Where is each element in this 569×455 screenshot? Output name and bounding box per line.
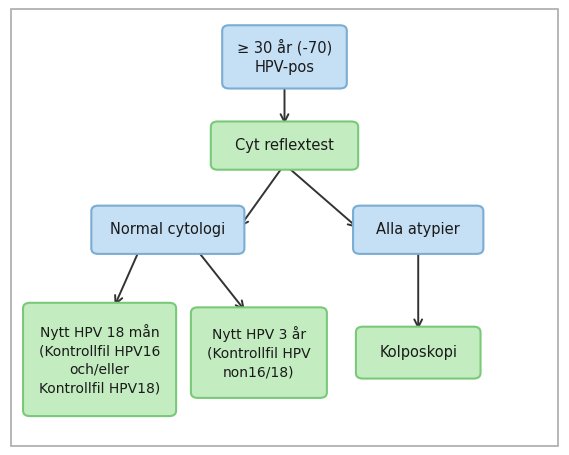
Text: Nytt HPV 3 år
(Kontrollfil HPV
non16/18): Nytt HPV 3 år (Kontrollfil HPV non16/18) (207, 326, 311, 379)
Text: ≥ 30 år (-70)
HPV-pos: ≥ 30 år (-70) HPV-pos (237, 39, 332, 75)
FancyBboxPatch shape (191, 308, 327, 398)
FancyBboxPatch shape (91, 206, 245, 254)
Text: Cyt reflextest: Cyt reflextest (235, 138, 334, 153)
FancyBboxPatch shape (353, 206, 483, 254)
Text: Kolposkopi: Kolposkopi (379, 345, 457, 360)
FancyBboxPatch shape (23, 303, 176, 416)
FancyBboxPatch shape (211, 121, 358, 170)
Text: Normal cytologi: Normal cytologi (110, 222, 225, 237)
Text: Alla atypier: Alla atypier (376, 222, 460, 237)
Text: Nytt HPV 18 mån
(Kontrollfil HPV16
och/eller
Kontrollfil HPV18): Nytt HPV 18 mån (Kontrollfil HPV16 och/e… (39, 324, 160, 395)
FancyBboxPatch shape (222, 25, 347, 88)
FancyBboxPatch shape (356, 327, 480, 379)
